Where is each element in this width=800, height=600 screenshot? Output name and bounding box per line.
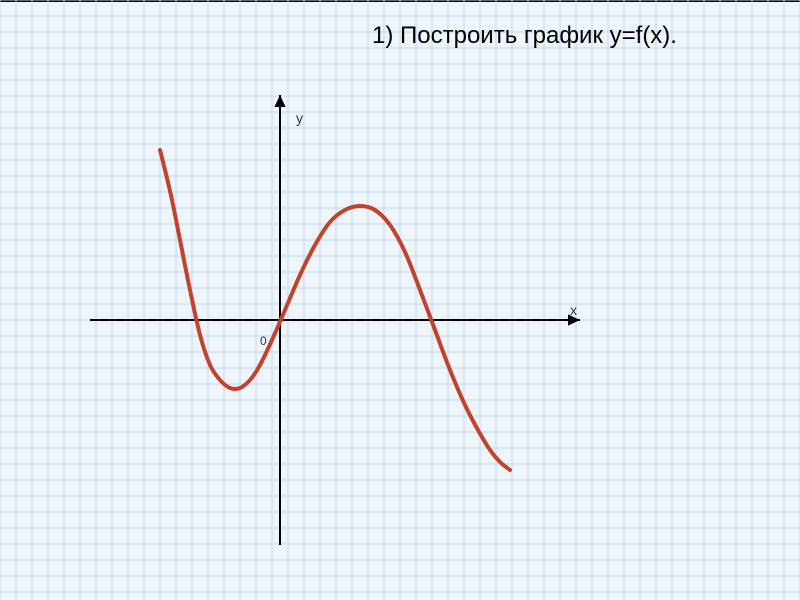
function-curve [160, 150, 510, 470]
plot-svg [0, 0, 800, 600]
x-axis-label: x [570, 302, 577, 318]
origin-label: 0 [260, 334, 267, 348]
y-axis-label: y [296, 110, 303, 126]
chart-canvas: 1) Построить график y=f(x). x y 0 [0, 0, 800, 600]
chart-title: 1) Построить график y=f(x). [372, 22, 677, 50]
